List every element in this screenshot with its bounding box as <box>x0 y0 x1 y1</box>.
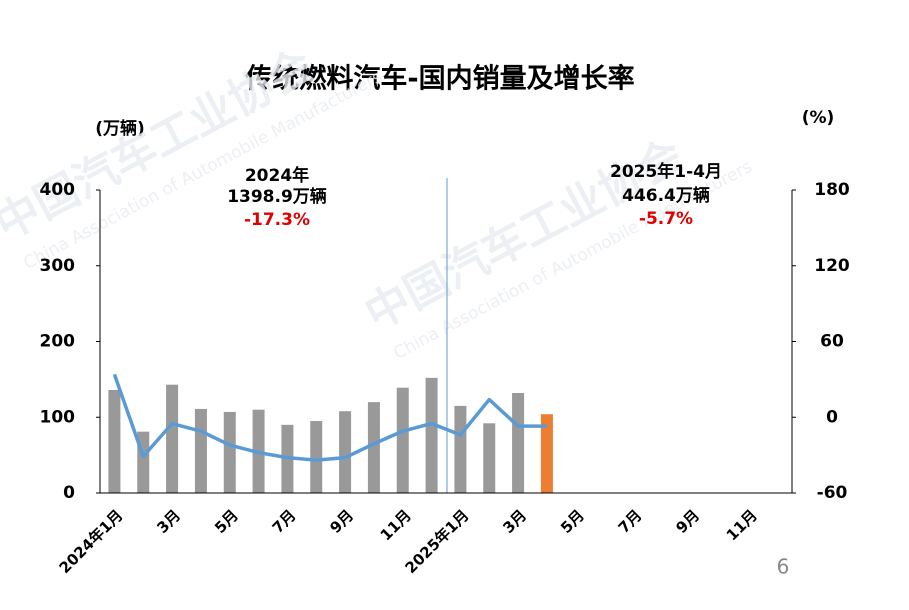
x-tick-label: 5月 <box>557 506 588 537</box>
y2-tick-label: 0 <box>826 407 838 427</box>
y2-tick-label: 180 <box>814 180 850 200</box>
bar <box>425 377 438 493</box>
annotation: 446.4万辆 <box>622 185 710 206</box>
x-tick-label: 9月 <box>326 506 357 537</box>
x-tick-label: 11月 <box>377 506 415 544</box>
y-tick-label: 100 <box>40 407 76 427</box>
bar <box>540 414 553 493</box>
annotation: 1398.9万辆 <box>227 186 327 207</box>
y2-tick-label: 120 <box>814 256 850 276</box>
y-tick-label: 400 <box>40 180 76 200</box>
x-tick-label: 9月 <box>672 506 703 537</box>
page-number: 6 <box>777 555 790 579</box>
bar <box>310 421 323 493</box>
x-tick-label: 11月 <box>723 506 761 544</box>
y2-axis-label: (%) <box>802 108 835 128</box>
bar <box>396 387 409 493</box>
bar <box>166 384 179 493</box>
chart-title: 传统燃料汽车-国内销量及增长率 <box>244 63 634 95</box>
x-tick-label: 7月 <box>615 506 646 537</box>
y-tick-label: 200 <box>40 332 76 352</box>
line <box>112 373 547 462</box>
x-tick-label: 7月 <box>269 506 300 537</box>
annotation: -17.3% <box>244 210 310 230</box>
y2-tick-label: 60 <box>820 332 844 352</box>
bar <box>512 393 525 493</box>
y2-tick-label: -60 <box>817 483 848 503</box>
annotation: 2024年 <box>245 165 309 186</box>
bar <box>194 408 207 493</box>
y-tick-label: 300 <box>40 256 76 276</box>
annotation: 2025年1-4月 <box>610 161 722 182</box>
bar <box>483 423 496 493</box>
x-tick-label: 2024年1月 <box>56 506 127 577</box>
x-tick-label: 5月 <box>211 506 242 537</box>
bar <box>454 405 467 493</box>
y-axis-label: (万辆) <box>95 118 145 139</box>
x-tick-label: 3月 <box>499 506 530 537</box>
bar <box>367 402 380 493</box>
bar <box>223 411 236 493</box>
bar <box>339 411 352 493</box>
bar <box>108 389 121 493</box>
x-tick-label: 3月 <box>153 506 184 537</box>
annotation: -5.7% <box>639 209 693 229</box>
y-tick-label: 0 <box>63 483 75 503</box>
